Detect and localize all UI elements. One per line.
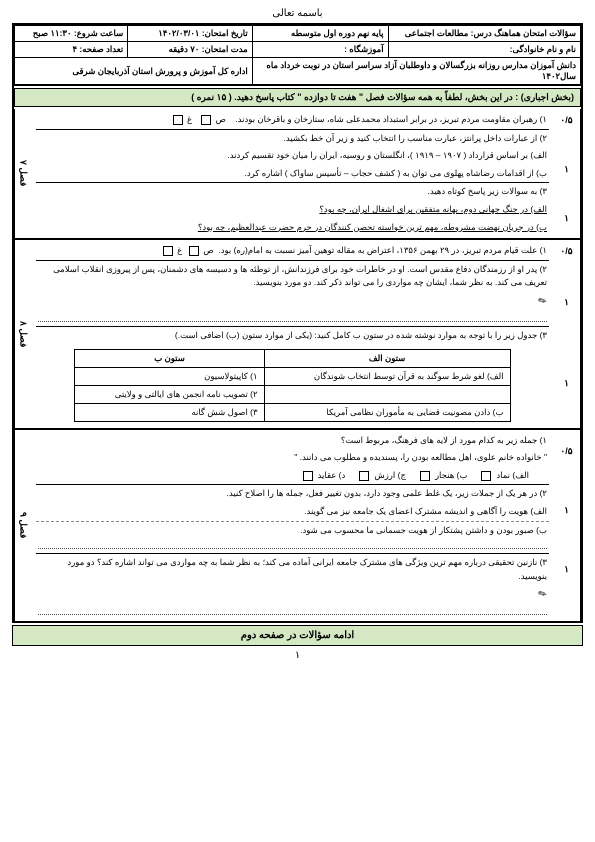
score-8-2: ۱ bbox=[553, 297, 580, 308]
ch9-q3: ۳) نازنین تحقیقی درباره مهم ترین ویژگی ه… bbox=[36, 554, 549, 585]
ch8-q3: ۳) جدول زیر را با توجه به موارد نوشته شد… bbox=[36, 327, 549, 345]
opt-d: د) عقاید bbox=[318, 469, 346, 483]
score-9-1: ۰/۵ bbox=[553, 446, 580, 457]
chapter-8-block: ۰/۵ ۱ ۱ ۱) علت قیام مردم تبریز، در ۲۹ به… bbox=[14, 240, 581, 429]
chapter-7-block: ۰/۵ ۱ ۱ ۱) رهبران مقاومت مردم تبریز، در … bbox=[14, 109, 581, 240]
ch7-q2: ۲) از عبارات داخل پرانتز، عبارت مناسب را… bbox=[36, 130, 549, 148]
tbl-rB1: ۱) کاپیتولاسیون bbox=[75, 367, 264, 385]
hdr-date: تاریخ امتحان: ۱۴۰۲/۰۳/۰۱ bbox=[128, 26, 253, 42]
checkbox-a[interactable] bbox=[481, 471, 491, 481]
hdr-school: آموزشگاه : bbox=[252, 42, 388, 58]
score-9-3: ۱ bbox=[553, 564, 580, 575]
hdr-subject: سؤالات امتحان هماهنگ درس: مطالعات اجتماع… bbox=[388, 26, 580, 42]
score-9-2: ۱ bbox=[553, 505, 580, 516]
exam-info-table: سؤالات امتحان هماهنگ درس: مطالعات اجتماع… bbox=[14, 25, 581, 86]
ch7-q3: ۳) به سوالات زیر پاسخ کوتاه دهید. bbox=[36, 183, 549, 201]
score-column-ch7: ۰/۵ ۱ ۱ bbox=[553, 109, 581, 238]
score-column-ch9: ۰/۵ ۱ ۱ bbox=[553, 430, 581, 622]
ch9-q1-quote: " خانواده خانم علوی، اهل مطالعه بودن را،… bbox=[36, 449, 549, 467]
opt-c: ج) ارزش bbox=[374, 469, 406, 483]
page-header-title: باسمه تعالی bbox=[12, 8, 583, 19]
ch7-q2b: ب) از اقدامات رضاشاه پهلوی می توان به ( … bbox=[36, 165, 549, 184]
false-label: غ bbox=[187, 114, 192, 124]
ch7-q1-text: ۱) رهبران مقاومت مردم تبریز، در برابر اس… bbox=[235, 114, 547, 124]
ch7-q2a: الف) بر اساس قرارداد ( ۱۹۰۷ – ۱۹۱۹ )، ان… bbox=[36, 147, 549, 165]
tbl-colA: ستون الف bbox=[264, 349, 510, 367]
ch7-q3a: الف) در جنگ جهانی دوم، بهانه متفقین برای… bbox=[36, 201, 549, 219]
tbl-rA1: الف) لغو شرط سوگند به قرآن توسط انتخاب ش… bbox=[264, 367, 510, 385]
continue-footer: ادامه سؤالات در صفحه دوم bbox=[12, 625, 583, 646]
ch7-q3b: ب) در جریان نهضت مشروطه، مهم ترین خواسته… bbox=[36, 219, 549, 237]
hdr-grade: پایه نهم دوره اول متوسطه bbox=[252, 26, 388, 42]
opt-a: الف) نماد bbox=[496, 469, 529, 483]
tbl-rB2: ۲) تصویب نامه انجمن های ایالتی و ولایتی bbox=[75, 385, 264, 403]
mandatory-section-header: (بخش اجباری) : در این بخش، لطفاً به همه … bbox=[14, 88, 581, 107]
ch9-q3-answer: ✎ bbox=[36, 585, 549, 619]
ch7-q1: ۱) رهبران مقاومت مردم تبریز، در برابر اس… bbox=[36, 111, 549, 130]
ch9-q1-options: الف) نماد ب) هنجار ج) ارزش د) عقاید bbox=[36, 467, 549, 486]
checkbox-b[interactable] bbox=[420, 471, 430, 481]
checkbox-c[interactable] bbox=[359, 471, 369, 481]
score-column-ch8: ۰/۵ ۱ ۱ bbox=[553, 240, 581, 427]
pencil-icon-2: ✎ bbox=[535, 586, 550, 604]
score-7-2: ۱ bbox=[553, 164, 580, 175]
ch9-q2b: ب) صبور بودن و داشتن پشتکار از هویت جسما… bbox=[36, 522, 549, 555]
hdr-name: نام و نام خانوادگی: bbox=[388, 42, 580, 58]
checkbox-true[interactable] bbox=[201, 115, 211, 125]
ch9-side-label: فصل ۹ bbox=[14, 430, 32, 622]
hdr-time: ساعت شروع: ۱۱:۳۰ صبح bbox=[15, 26, 128, 42]
tbl-rA2 bbox=[264, 385, 510, 403]
ch8-q2: ۲) پدر او از رزمندگان دفاع مقدس است. او … bbox=[36, 261, 549, 292]
ch8-match-table: ستون الفستون ب الف) لغو شرط سوگند به قرآ… bbox=[74, 349, 510, 422]
hdr-duration: مدت امتحان: ۷۰ دقیقه bbox=[128, 42, 253, 58]
chapter-9-block: ۰/۵ ۱ ۱ ۱) جمله زیر به کدام مورد از لایه… bbox=[14, 430, 581, 622]
hdr-authority: اداره کل آموزش و پرورش استان آذربایجان ش… bbox=[15, 58, 253, 86]
checkbox-false8[interactable] bbox=[163, 246, 173, 256]
ch9-q2a: الف) هویت را آگاهی و اندیشه مشترک اعضای … bbox=[36, 503, 549, 522]
ch9-q1: ۱) جمله زیر به کدام مورد از لایه های فره… bbox=[36, 432, 549, 450]
false-label8: غ bbox=[177, 245, 182, 255]
hdr-pages: تعداد صفحه: ۴ bbox=[15, 42, 128, 58]
score-7-3: ۱ bbox=[553, 213, 580, 224]
page-number: ۱ bbox=[12, 650, 583, 661]
ch7-side-label: فصل ۷ bbox=[14, 109, 32, 238]
ch8-side-label: فصل ۸ bbox=[14, 240, 32, 427]
ch8-questions: ۱) علت قیام مردم تبریز، در ۲۹ بهمن ۱۳۵۶،… bbox=[32, 240, 553, 427]
true-label8: ص bbox=[203, 245, 213, 255]
pencil-icon: ✎ bbox=[535, 293, 550, 311]
ch7-questions: ۱) رهبران مقاومت مردم تبریز، در برابر اس… bbox=[32, 109, 553, 238]
true-label: ص bbox=[216, 114, 226, 124]
opt-b: ب) هنجار bbox=[435, 469, 467, 483]
score-8-1: ۰/۵ bbox=[553, 246, 580, 257]
score-7-1: ۰/۵ bbox=[553, 115, 580, 126]
checkbox-true8[interactable] bbox=[189, 246, 199, 256]
ch8-q1-text: ۱) علت قیام مردم تبریز، در ۲۹ بهمن ۱۳۵۶،… bbox=[218, 245, 547, 255]
score-8-3: ۱ bbox=[553, 378, 580, 389]
ch9-questions: ۱) جمله زیر به کدام مورد از لایه های فره… bbox=[32, 430, 553, 622]
tbl-rB3: ۳) اصول شش گانه bbox=[75, 403, 264, 421]
tbl-colB: ستون ب bbox=[75, 349, 264, 367]
ch9-q2: ۲) در هر یک از جملات زیر، یک غلط علمی وج… bbox=[36, 485, 549, 503]
ch8-q2-answer: ✎ bbox=[36, 292, 549, 327]
hdr-students: دانش آموزان مدارس روزانه بزرگسالان و داو… bbox=[252, 58, 580, 86]
checkbox-d[interactable] bbox=[303, 471, 313, 481]
tbl-rA3: ب) دادن مصونیت قضایی به مأموران نظامی آم… bbox=[264, 403, 510, 421]
ch8-q1: ۱) علت قیام مردم تبریز، در ۲۹ بهمن ۱۳۵۶،… bbox=[36, 242, 549, 261]
main-container: سؤالات امتحان هماهنگ درس: مطالعات اجتماع… bbox=[12, 23, 583, 623]
checkbox-false[interactable] bbox=[173, 115, 183, 125]
